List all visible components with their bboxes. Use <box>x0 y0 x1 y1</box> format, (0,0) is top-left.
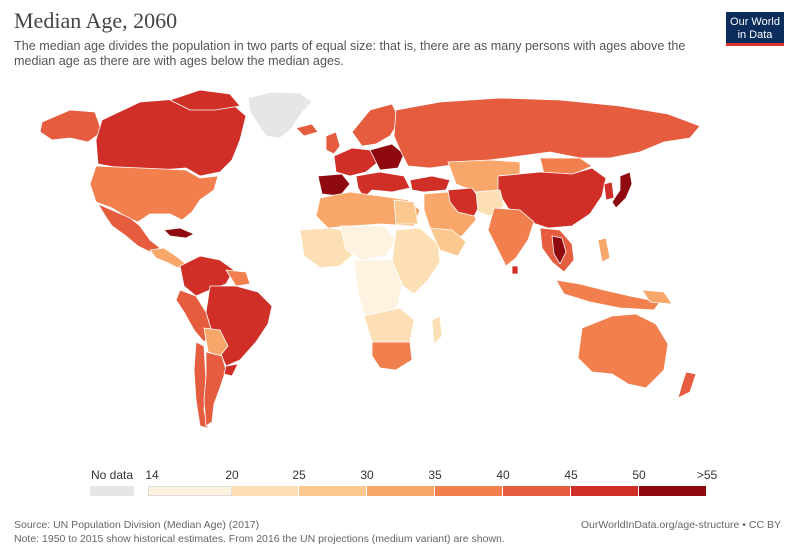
region-italy-balkans[interactable] <box>355 171 411 199</box>
chart-title: Median Age, 2060 <box>14 8 178 33</box>
world-map <box>39 89 701 429</box>
region-china[interactable] <box>497 167 607 229</box>
region-png[interactable] <box>641 289 673 305</box>
logo-line-1: Our World <box>730 16 780 28</box>
region-indonesia[interactable] <box>555 279 661 311</box>
source-text: Source: UN Population Division (Median A… <box>14 519 260 531</box>
owid-logo[interactable]: Our World in Data <box>726 12 784 46</box>
region-peru[interactable] <box>175 289 213 343</box>
region-cuba[interactable] <box>163 227 195 239</box>
note-text: Note: 1950 to 2015 show historical estim… <box>14 533 505 545</box>
region-eastern-europe[interactable] <box>369 143 405 171</box>
region-korea[interactable] <box>603 181 615 201</box>
region-scandinavia[interactable] <box>351 103 401 147</box>
legend-bin-0[interactable] <box>148 486 232 496</box>
region-egypt[interactable] <box>393 199 419 225</box>
region-thailand[interactable] <box>551 235 567 265</box>
region-iberia[interactable] <box>317 173 351 197</box>
region-australia[interactable] <box>577 313 669 389</box>
region-japan[interactable] <box>611 171 633 209</box>
legend-tick-3: 30 <box>360 468 374 482</box>
region-chile[interactable] <box>193 341 209 429</box>
legend-tick-0: 14 <box>145 468 159 482</box>
logo-line-2: in Data <box>737 29 773 41</box>
chart-subtitle: The median age divides the population in… <box>14 39 686 68</box>
region-uruguay[interactable] <box>223 363 239 377</box>
legend-tick-7: 50 <box>632 468 646 482</box>
region-central-america[interactable] <box>149 247 187 269</box>
region-western-europe[interactable] <box>333 147 379 177</box>
region-turkey[interactable] <box>409 175 451 193</box>
legend-bin-4[interactable] <box>435 486 503 496</box>
region-usa[interactable] <box>89 165 219 223</box>
region-arctic-islands[interactable] <box>169 89 241 111</box>
legend-bin-3[interactable] <box>367 486 435 496</box>
region-greenland[interactable] <box>247 91 313 139</box>
region-madagascar[interactable] <box>431 315 443 345</box>
legend-bin-6[interactable] <box>571 486 639 496</box>
region-alaska[interactable] <box>39 109 103 143</box>
legend-bin-7[interactable] <box>639 486 707 496</box>
source-url-link[interactable]: OurWorldInData.org/age-structure • CC BY <box>580 519 781 531</box>
legend-tick-8: >55 <box>696 468 718 482</box>
region-sahel[interactable] <box>339 225 397 261</box>
region-sri-lanka[interactable] <box>511 265 519 275</box>
region-iceland[interactable] <box>295 123 319 137</box>
region-philippines[interactable] <box>597 237 611 263</box>
legend: No data 14 20 25 30 35 40 45 50 >55 <box>0 462 797 502</box>
region-south-africa[interactable] <box>371 341 413 371</box>
region-mexico[interactable] <box>97 203 161 253</box>
region-west-africa[interactable] <box>299 227 357 269</box>
legend-bin-1[interactable] <box>232 486 299 496</box>
region-bolivia[interactable] <box>203 327 229 357</box>
region-india[interactable] <box>487 207 535 267</box>
region-canada[interactable] <box>95 97 247 177</box>
region-arabia[interactable] <box>429 227 467 257</box>
region-uk[interactable] <box>325 131 341 155</box>
legend-nodata-label: No data <box>90 468 134 482</box>
region-argentina[interactable] <box>203 351 227 427</box>
legend-bin-2[interactable] <box>299 486 367 496</box>
region-iran[interactable] <box>447 187 483 217</box>
legend-tick-1: 20 <box>225 468 239 482</box>
legend-tick-6: 45 <box>564 468 578 482</box>
legend-tick-4: 35 <box>428 468 442 482</box>
legend-tick-2: 25 <box>292 468 306 482</box>
legend-tick-5: 40 <box>496 468 510 482</box>
legend-bin-5[interactable] <box>503 486 571 496</box>
region-new-zealand[interactable] <box>677 371 697 399</box>
legend-nodata-box[interactable] <box>90 486 135 496</box>
region-guianas[interactable] <box>225 269 251 287</box>
region-russia[interactable] <box>393 97 701 169</box>
